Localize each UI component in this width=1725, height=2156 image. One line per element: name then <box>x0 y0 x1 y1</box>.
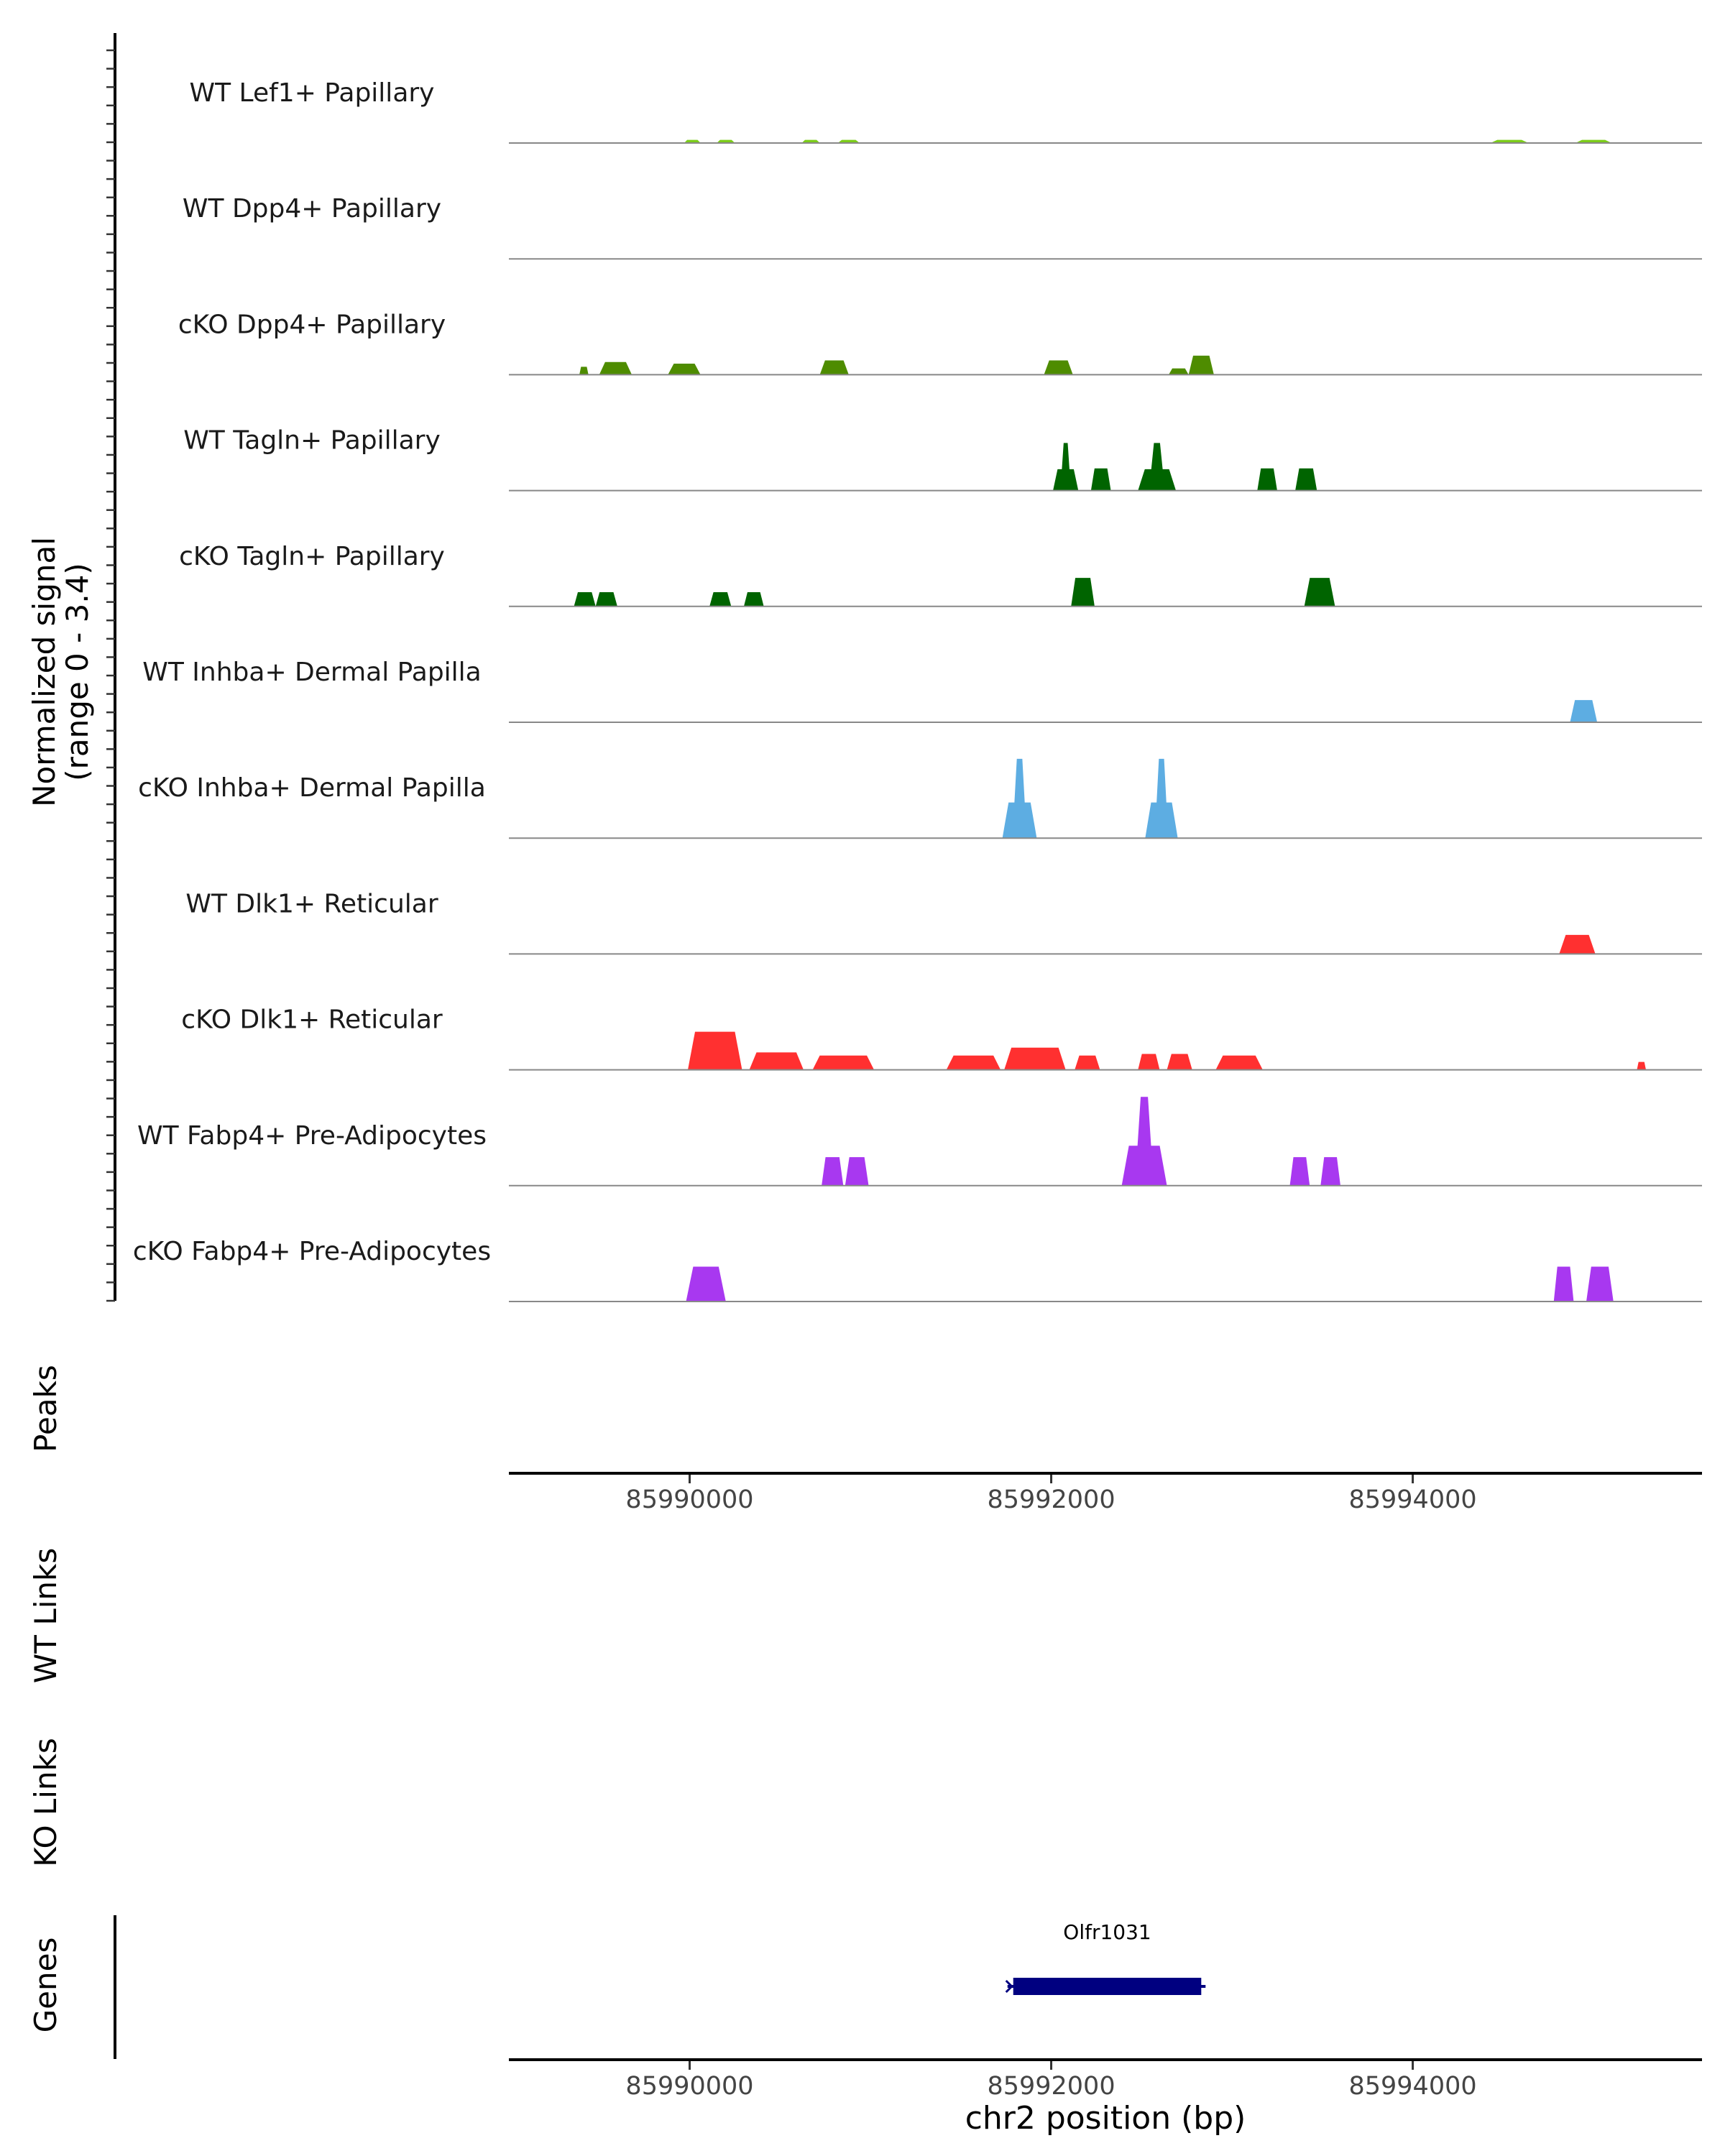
coverage-peak <box>845 1157 869 1186</box>
coverage-peak <box>668 363 701 375</box>
coverage-peak <box>822 1157 844 1186</box>
track-0: WT Lef1+ Papillary <box>190 78 1702 144</box>
gene-strand-arrow-icon <box>1005 1979 1013 1994</box>
coverage-peak <box>743 591 764 607</box>
coverage-peak <box>1167 1054 1192 1070</box>
coverage-peak <box>686 1266 726 1302</box>
track-6: cKO Inhba+ Dermal Papilla <box>138 758 1702 839</box>
coverage-peak <box>1004 1047 1066 1070</box>
ko-links-panel-label: KO Links <box>28 1738 63 1867</box>
genes-panel-label: Genes <box>28 1938 63 2033</box>
coverage-peak <box>749 1052 804 1070</box>
coverage-peak <box>1145 758 1178 839</box>
coverage-peak <box>1559 934 1596 954</box>
peaks-x-axis-ticks: 85990000 85992000 85994000 <box>625 1475 1477 1514</box>
coverage-peak <box>801 139 820 143</box>
coverage-peak <box>819 360 849 375</box>
coverage-peak <box>812 1055 875 1070</box>
coverage-peak <box>574 591 596 607</box>
coverage-peak <box>1138 1054 1160 1070</box>
coverage-peak <box>688 1031 742 1070</box>
coverage-peak <box>1071 578 1095 607</box>
track-10: cKO Fabp4+ Pre-Adipocytes <box>133 1237 1702 1302</box>
coverage-peak <box>709 591 732 607</box>
x-tick-label: 85992000 <box>987 1485 1115 1514</box>
track-2: cKO Dpp4+ Papillary <box>178 310 1702 376</box>
coverage-peak <box>1090 468 1111 491</box>
gene-annotation-track: Olfr1031 <box>1005 1920 1206 1995</box>
track-label: WT Lef1+ Papillary <box>190 78 435 108</box>
coverage-peak <box>1553 1266 1574 1302</box>
y-axis-title-line1: Normalized signal <box>27 537 62 807</box>
x-tick-label: 85990000 <box>625 2072 753 2101</box>
track-8: cKO Dlk1+ Reticular <box>181 1005 1702 1071</box>
coverage-peak <box>599 361 632 375</box>
coverage-peak <box>837 139 860 143</box>
wt-links-panel-label: WT Links <box>28 1548 63 1683</box>
coverage-peak <box>579 367 589 375</box>
coverage-peak <box>1075 1055 1100 1070</box>
coverage-peak <box>1586 1266 1614 1302</box>
genes-x-axis-ticks: 85990000 85992000 85994000 <box>625 2061 1477 2101</box>
track-5: WT Inhba+ Dermal Papilla <box>142 658 1702 723</box>
track-label: WT Inhba+ Dermal Papilla <box>142 658 481 687</box>
track-7: WT Dlk1+ Reticular <box>185 889 1702 955</box>
coverage-peak <box>1320 1157 1340 1186</box>
coverage-peak <box>1570 700 1598 722</box>
coverage-peak <box>1295 468 1317 491</box>
coverage-peak <box>1044 360 1073 375</box>
track-label: cKO Inhba+ Dermal Papilla <box>138 773 486 803</box>
coverage-peak <box>1304 578 1335 607</box>
coverage-peak <box>1637 1061 1647 1070</box>
track-4: cKO Tagln+ Papillary <box>179 542 1702 607</box>
coverage-peak <box>1215 1055 1263 1070</box>
x-tick-label: 85994000 <box>1348 2072 1476 2101</box>
coverage-peak <box>1188 355 1214 375</box>
track-label: cKO Fabp4+ Pre-Adipocytes <box>133 1237 491 1266</box>
x-tick-label: 85994000 <box>1348 1485 1476 1514</box>
coverage-peak <box>1053 443 1079 491</box>
track-label: cKO Dlk1+ Reticular <box>181 1005 443 1035</box>
y-axis-title-line2: (range 0 - 3.4) <box>60 563 95 781</box>
coverage-peak <box>595 591 617 607</box>
track-label: WT Fabp4+ Pre-Adipocytes <box>137 1121 487 1151</box>
coverage-tracks: WT Lef1+ Papillary WT Dpp4+ Papillary cKO … <box>133 78 1702 1302</box>
track-label: cKO Dpp4+ Papillary <box>178 310 446 339</box>
x-tick-label: 85992000 <box>987 2072 1115 2101</box>
track-label: WT Dpp4+ Papillary <box>183 194 441 224</box>
coverage-peak <box>684 139 701 143</box>
coverage-peak <box>946 1055 1001 1070</box>
track-label: WT Tagln+ Papillary <box>183 426 441 456</box>
coverage-peak <box>1490 139 1529 143</box>
track-label: cKO Tagln+ Papillary <box>179 542 445 571</box>
x-axis-title: chr2 position (bp) <box>965 2100 1246 2137</box>
track-3: WT Tagln+ Papillary <box>183 426 1702 492</box>
coverage-peak <box>717 139 735 143</box>
track-label: WT Dlk1+ Reticular <box>185 889 438 918</box>
coverage-peak <box>1121 1097 1167 1186</box>
coverage-peak <box>1169 368 1189 375</box>
coverage-peak <box>1138 443 1177 491</box>
peaks-panel-label: Peaks <box>28 1365 63 1452</box>
track-1: WT Dpp4+ Papillary <box>183 194 1702 260</box>
coverage-peak <box>1289 1157 1310 1186</box>
track-9: WT Fabp4+ Pre-Adipocytes <box>137 1097 1702 1187</box>
coverage-peak <box>1002 758 1037 839</box>
gene-label: Olfr1031 <box>1063 1920 1151 1944</box>
x-tick-label: 85990000 <box>625 1485 753 1514</box>
coverage-peak <box>1257 468 1277 491</box>
signal-y-axis <box>106 33 116 1302</box>
coverage-peak <box>1575 139 1612 143</box>
